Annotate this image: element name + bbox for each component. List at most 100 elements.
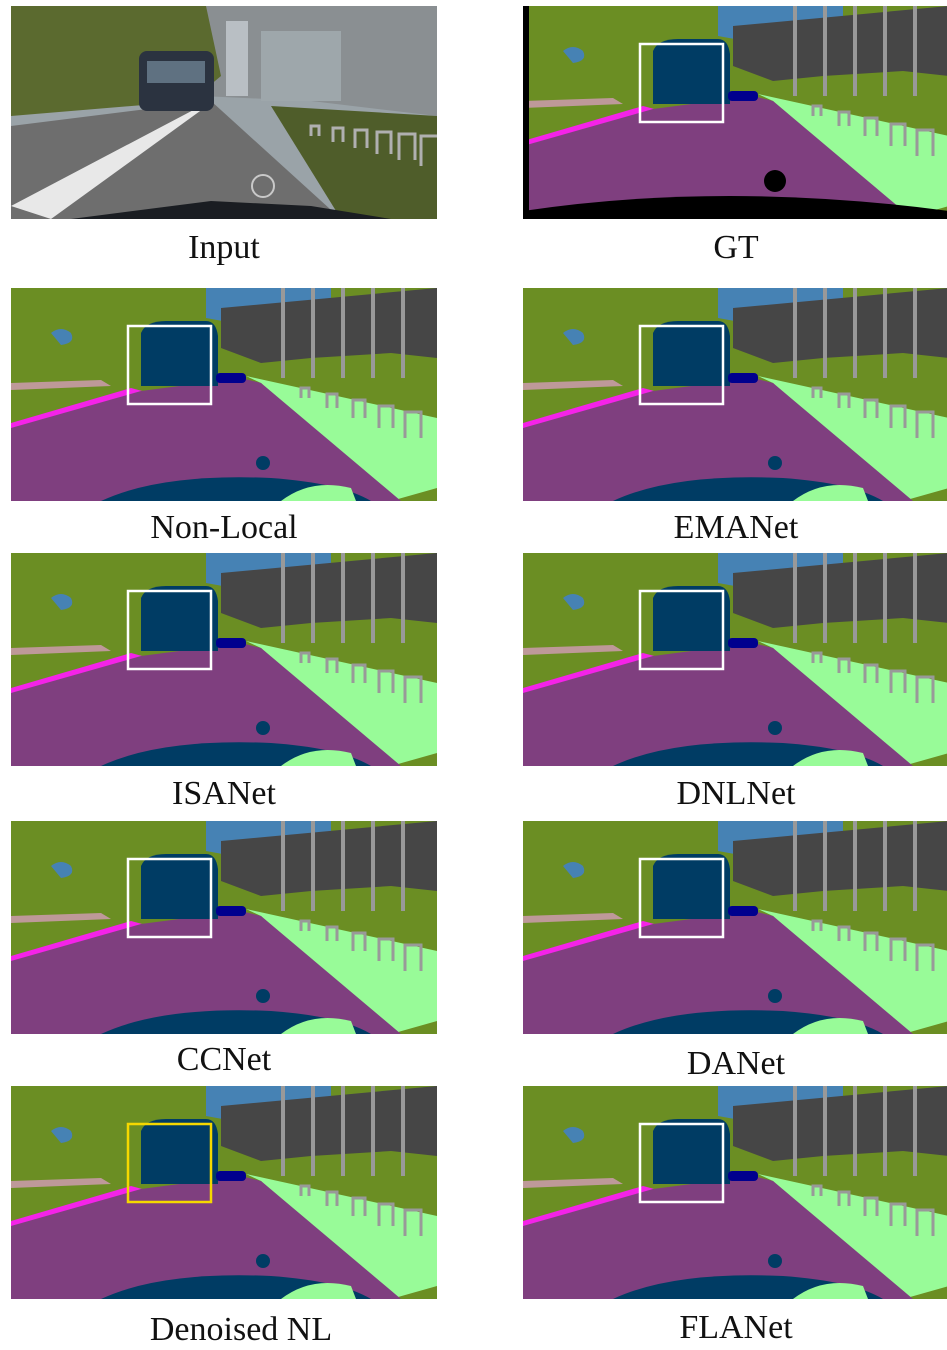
dnlnet-segmentation — [523, 553, 947, 766]
guard-post — [377, 1202, 395, 1226]
building-region — [733, 1086, 947, 1161]
terrain-region — [246, 376, 437, 501]
guard-post — [397, 132, 417, 160]
isanet-segmentation — [11, 553, 437, 766]
guard-post — [811, 386, 823, 398]
guard-post — [331, 126, 345, 142]
building-region — [221, 553, 437, 628]
guard-post — [351, 398, 367, 418]
pole — [401, 1086, 405, 1176]
hood-noise-terrain — [281, 1017, 356, 1034]
gt-segmentation — [523, 6, 947, 219]
sky-patch — [51, 862, 73, 878]
guard-post — [837, 657, 851, 673]
caption-danet: DANet — [686, 1045, 786, 1082]
highlight-box — [638, 324, 725, 406]
pole — [341, 1086, 345, 1176]
fence-strip — [11, 645, 111, 655]
guard-post — [889, 669, 907, 693]
building-mid — [261, 31, 341, 101]
panel-emanet — [523, 288, 947, 501]
building-region — [733, 6, 947, 81]
guard-post — [889, 937, 907, 961]
guard-post — [915, 128, 935, 156]
fence-strip — [523, 98, 623, 108]
void-emblem — [764, 170, 786, 192]
fence-strip — [11, 913, 111, 923]
terrain-region — [246, 909, 437, 1034]
pole — [883, 821, 887, 911]
pole — [341, 553, 345, 643]
guard-post — [403, 1208, 423, 1236]
pole — [341, 288, 345, 378]
guard-post — [889, 122, 907, 146]
guard-post — [889, 1202, 907, 1226]
building-region — [221, 1086, 437, 1161]
guard-post — [889, 404, 907, 428]
hood-noise-terrain — [281, 1282, 356, 1299]
bus-region — [653, 854, 730, 919]
guard-post — [837, 110, 851, 126]
fence-strip — [11, 380, 111, 390]
denoised-segmentation — [11, 1086, 437, 1299]
panel-dnlnet — [523, 553, 947, 766]
pole — [311, 553, 315, 643]
hood-noise-terrain — [281, 749, 356, 766]
car-region — [728, 91, 758, 101]
guard-post — [403, 410, 423, 438]
panel-flanet — [523, 1086, 947, 1299]
guard-post — [915, 675, 935, 703]
bus-region — [141, 586, 218, 651]
pole — [853, 6, 857, 96]
road-region — [11, 378, 401, 501]
guard-post — [351, 1196, 367, 1216]
bus-region — [653, 586, 730, 651]
guard-post — [837, 925, 851, 941]
caption-input: Input — [188, 229, 260, 266]
highlight-box — [638, 42, 725, 124]
road-region — [523, 378, 913, 501]
pole — [913, 288, 917, 378]
pole — [823, 288, 827, 378]
building-region — [733, 553, 947, 628]
pole — [883, 288, 887, 378]
emblem-noise — [768, 1254, 782, 1268]
pole — [371, 1086, 375, 1176]
caption-dnlnet: DNLNet — [676, 775, 796, 812]
highlight-box — [126, 857, 213, 939]
caption-nonlocal: Non-Local — [150, 509, 298, 546]
bus-region — [141, 854, 218, 919]
void-region — [523, 196, 947, 219]
emblem-noise — [256, 989, 270, 1003]
building-region — [221, 821, 437, 896]
fence-strip — [523, 645, 623, 655]
pole — [823, 6, 827, 96]
panel-ccnet — [11, 821, 437, 1034]
guard-post — [377, 669, 395, 693]
panel-danet — [523, 821, 947, 1034]
danet-segmentation — [523, 821, 947, 1034]
pole — [341, 821, 345, 911]
flanet-segmentation — [523, 1086, 947, 1299]
highlight-box — [638, 589, 725, 671]
guard-post — [915, 943, 935, 971]
hood-emblem — [251, 174, 275, 198]
panel-nonlocal — [11, 288, 437, 501]
sky-patch — [563, 1127, 585, 1143]
road-region — [523, 643, 913, 766]
guard-post — [811, 104, 823, 116]
emblem-noise — [768, 989, 782, 1003]
hood-noise-terrain — [793, 484, 868, 501]
pole — [371, 553, 375, 643]
guard-post — [837, 392, 851, 408]
pole — [371, 288, 375, 378]
caption-gt: GT — [713, 229, 759, 266]
pole — [793, 288, 797, 378]
caption-ccnet: CCNet — [176, 1041, 272, 1078]
emblem-noise — [256, 456, 270, 470]
fence-strip — [523, 913, 623, 923]
terrain-region — [246, 1174, 437, 1299]
road-region — [523, 96, 913, 219]
sky-patch — [563, 862, 585, 878]
car-region — [216, 906, 246, 916]
